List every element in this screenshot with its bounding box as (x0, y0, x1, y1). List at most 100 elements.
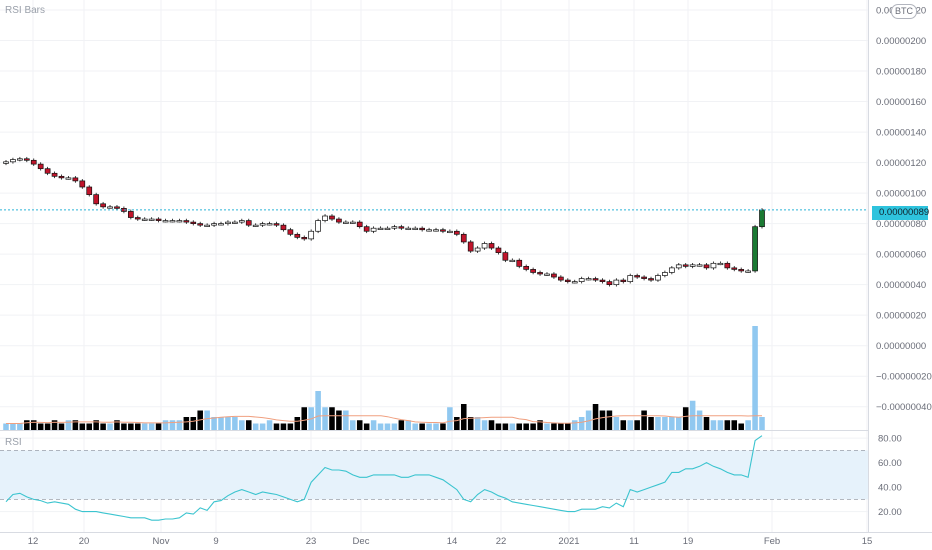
volume-bar (558, 423, 564, 430)
candle-body (176, 220, 183, 223)
volume-bar (30, 420, 37, 430)
volume-bar (176, 420, 183, 430)
candle-body (315, 220, 321, 232)
candle-body (564, 279, 571, 282)
volume-bar (356, 420, 363, 430)
candle-body (467, 241, 474, 252)
candle-body (675, 264, 682, 269)
candle-body (93, 194, 100, 205)
volume-bar (495, 423, 502, 430)
time-axis-tick-label: 14 (447, 536, 458, 547)
candle-body (606, 281, 613, 286)
main-indicator-label[interactable]: RSI Bars (5, 5, 46, 16)
candle-body (752, 226, 758, 272)
candle-body (731, 267, 738, 270)
volume-bar (738, 423, 744, 430)
volume-bar (107, 423, 113, 430)
rsi-axis[interactable]: 80.00 60.00 40.00 20.00 (878, 434, 902, 519)
volume-bar (384, 423, 391, 430)
candle-body (405, 227, 412, 230)
time-axis-tick-label: 23 (306, 536, 317, 547)
volume-bar (509, 423, 516, 430)
candle-body (204, 224, 210, 227)
volume-bar (128, 423, 134, 430)
candle-body (86, 186, 93, 195)
volume-bar (148, 423, 155, 430)
candle-body (447, 230, 453, 234)
time-axis-tick-label: 19 (683, 536, 694, 547)
rsi-axis-tick-label: 80.00 (878, 434, 902, 445)
volume-bar (280, 423, 287, 430)
volume-bar (551, 423, 557, 430)
candle-body (44, 168, 51, 174)
candle-body (523, 266, 530, 270)
candle-body (426, 229, 432, 232)
candle-body (440, 229, 446, 232)
candle-body (391, 226, 398, 229)
volume-bar (72, 420, 79, 430)
candle-body (211, 223, 217, 226)
volume-bar (537, 420, 543, 430)
candle-body (155, 218, 162, 221)
time-axis-tick-label: Feb (764, 536, 780, 547)
volume-bar (287, 423, 294, 430)
price-axis-tick-label: 0.00000040 (876, 280, 926, 291)
volume-bar (252, 423, 259, 430)
currency-badge[interactable]: BTC (891, 4, 917, 19)
volume-bar (24, 420, 30, 430)
volume-bar (141, 423, 148, 430)
candle-body (58, 175, 65, 179)
candle-body (329, 215, 335, 220)
volume-bar (717, 420, 724, 430)
price-axis-tick-label: 0.00000020 (876, 311, 926, 322)
candle-body (23, 158, 30, 161)
candle-body (460, 233, 467, 243)
volume-bar (606, 410, 613, 430)
price-axis-tick-label: −0.00000040 (876, 402, 932, 413)
volume-bar (731, 420, 738, 430)
candle-body (169, 220, 176, 223)
volume-bar (135, 423, 141, 430)
volume-bar (710, 420, 717, 430)
volume-bar (155, 423, 162, 430)
time-axis[interactable]: 12 20 Nov 9 23 Dec 14 22 2021 11 19 Feb 15 (28, 536, 873, 547)
candle-body (377, 227, 384, 230)
candle-body (252, 224, 259, 227)
candle-body (238, 220, 245, 223)
volume-bar (523, 423, 529, 430)
volume-bar (613, 417, 620, 430)
current-price-tag: 0.00000089 (879, 207, 930, 218)
volume-bar (516, 423, 523, 430)
volume-bar (502, 423, 509, 430)
volume-bar (86, 423, 93, 430)
candle-body (183, 220, 190, 223)
rsi-pane-label[interactable]: RSI (5, 437, 22, 448)
volume-bar (239, 420, 245, 430)
candle-body (3, 161, 9, 164)
candle-body (114, 206, 120, 209)
candle-body (620, 279, 627, 282)
candle-body (488, 243, 495, 249)
volume-bar (578, 417, 585, 430)
candle-body (703, 264, 710, 269)
volume-bar (294, 417, 301, 430)
candle-body (266, 223, 273, 226)
candle-body (301, 237, 308, 240)
volume-bar (530, 423, 536, 430)
volume-bar (627, 420, 633, 430)
candle-body (537, 272, 543, 275)
candle-body (100, 203, 106, 208)
volume-bar (232, 417, 238, 430)
candle-body (225, 221, 231, 224)
candle-body (363, 226, 370, 232)
candle-body (433, 229, 439, 232)
candle-body (551, 273, 557, 278)
candle-body (495, 247, 502, 253)
candle-body (37, 163, 44, 170)
volume-bar (433, 423, 439, 430)
time-axis-tick-label: 2021 (558, 536, 579, 547)
volume-bar (370, 420, 377, 430)
candle-body (662, 272, 668, 276)
volume-bar (745, 420, 751, 430)
